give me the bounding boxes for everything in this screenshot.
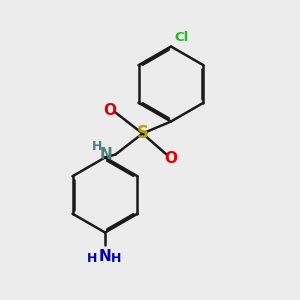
Text: O: O xyxy=(164,151,178,166)
Text: H: H xyxy=(92,140,102,154)
Text: H: H xyxy=(111,251,122,265)
Text: N: N xyxy=(99,147,112,162)
Text: O: O xyxy=(103,103,117,118)
Text: Cl: Cl xyxy=(175,31,189,44)
Text: N: N xyxy=(99,249,111,264)
Text: S: S xyxy=(136,124,148,142)
Text: H: H xyxy=(87,251,98,265)
